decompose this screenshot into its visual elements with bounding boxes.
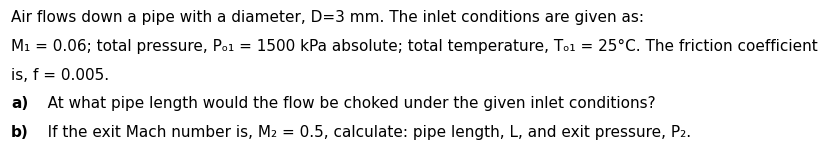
Text: At what pipe length would the flow be choked under the given inlet conditions?: At what pipe length would the flow be ch… [33, 96, 655, 111]
Text: If the exit Mach number is, M₂ = 0.5, calculate: pipe length, L, and exit pressu: If the exit Mach number is, M₂ = 0.5, ca… [33, 125, 690, 140]
Text: M₁ = 0.06; total pressure, Pₒ₁ = 1500 kPa absolute; total temperature, Tₒ₁ = 25°: M₁ = 0.06; total pressure, Pₒ₁ = 1500 kP… [11, 39, 817, 54]
Text: Air flows down a pipe with a diameter, D=3 mm. The inlet conditions are given as: Air flows down a pipe with a diameter, D… [11, 10, 644, 25]
Text: a): a) [11, 96, 29, 111]
Text: is, f = 0.005.: is, f = 0.005. [11, 68, 109, 83]
Text: b): b) [11, 125, 29, 140]
